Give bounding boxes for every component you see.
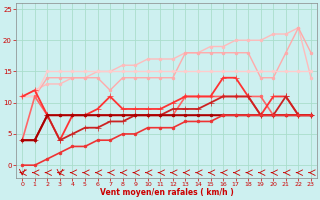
- X-axis label: Vent moyen/en rafales ( km/h ): Vent moyen/en rafales ( km/h ): [100, 188, 234, 197]
